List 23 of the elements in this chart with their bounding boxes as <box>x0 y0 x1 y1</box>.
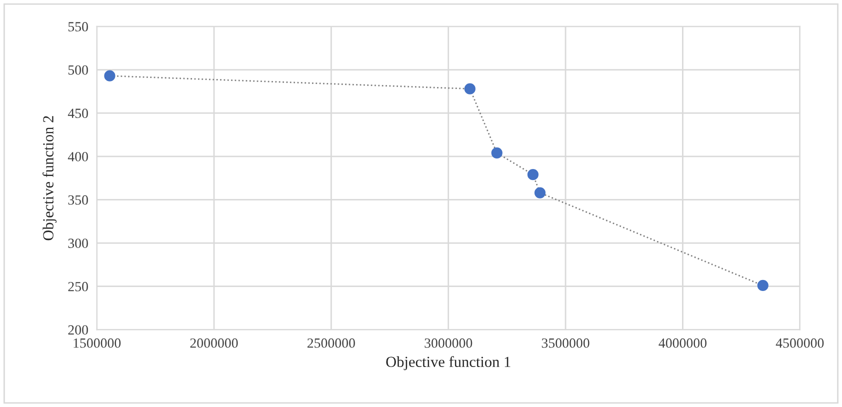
y-axis-title: Objective function 2 <box>42 116 57 240</box>
x-tick-label: 2000000 <box>190 338 238 348</box>
y-tick-label: 400 <box>68 152 88 162</box>
point <box>534 187 546 198</box>
y-tick-label: 350 <box>68 195 88 205</box>
y-tick-label: 450 <box>68 108 88 118</box>
x-axis-title: Objective function 1 <box>386 356 510 370</box>
y-tick-label: 200 <box>68 325 88 335</box>
x-tick-label: 3500000 <box>542 338 590 348</box>
x-tick-label: 1500000 <box>74 338 121 348</box>
y-tick-label: 250 <box>68 282 88 292</box>
x-tick-label: 2500000 <box>307 338 355 348</box>
point <box>757 280 768 292</box>
point <box>527 169 539 180</box>
point <box>104 70 116 82</box>
y-tick-label: 550 <box>68 22 88 32</box>
x-tick-label: 4500000 <box>776 338 824 348</box>
x-tick-label: 4000000 <box>658 338 706 348</box>
point <box>464 83 476 94</box>
y-tick-label: 300 <box>68 238 88 248</box>
y-tick-label: 500 <box>68 65 88 75</box>
x-tick-label: 3000000 <box>424 338 472 348</box>
point <box>491 147 502 158</box>
